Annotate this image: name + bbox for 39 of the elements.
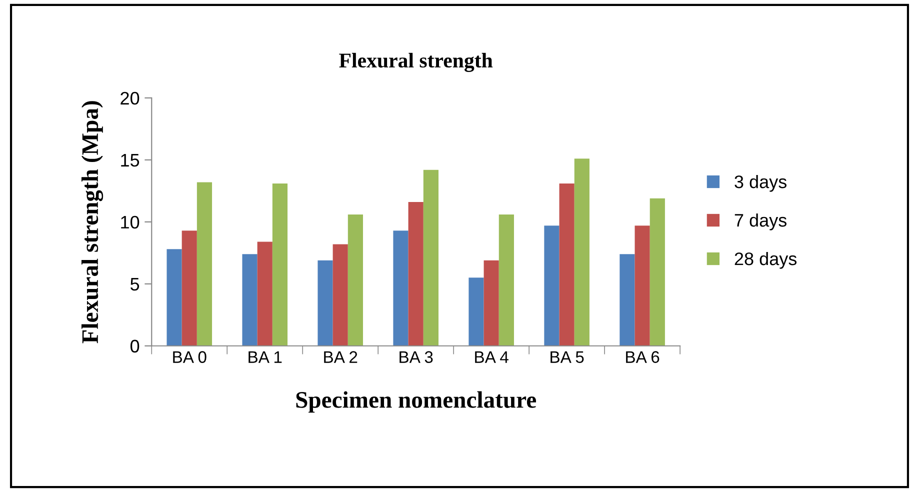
x-tick-label: BA 0 xyxy=(173,351,206,363)
bar xyxy=(634,226,650,346)
bar xyxy=(408,202,424,346)
bar xyxy=(559,183,574,346)
y-axis-title: Flexural strength (Mpa) xyxy=(81,101,104,344)
bar xyxy=(318,260,333,346)
bar xyxy=(498,214,514,346)
bar xyxy=(182,230,197,346)
bar xyxy=(393,230,408,346)
legend-label: 7 days xyxy=(734,213,787,230)
x-axis-title: Specimen nomenclature xyxy=(296,391,536,413)
bar xyxy=(574,158,590,346)
y-tick-label: 10 xyxy=(121,216,140,229)
y-tick-label: 20 xyxy=(120,92,140,105)
x-tick-label: BA 6 xyxy=(626,351,660,363)
bar xyxy=(544,226,560,346)
bar xyxy=(620,254,635,346)
bar xyxy=(166,249,182,346)
y-tick-label: 5 xyxy=(130,278,140,291)
legend-label: 3 days xyxy=(734,174,787,192)
bar xyxy=(484,260,499,346)
bar xyxy=(650,198,665,346)
y-tick-label: 0 xyxy=(130,340,140,353)
bar xyxy=(423,170,438,346)
x-tick-label: BA 1 xyxy=(248,351,282,363)
y-tick-label: 15 xyxy=(121,154,140,167)
bar xyxy=(196,182,212,346)
bar xyxy=(242,254,258,346)
x-tick-label: BA 4 xyxy=(475,351,508,363)
x-tick-label: BA 2 xyxy=(324,351,358,363)
x-tick-label: BA 3 xyxy=(400,351,433,363)
bar xyxy=(257,242,272,346)
bar xyxy=(468,278,484,346)
bar xyxy=(348,214,364,346)
legend-label: 28 days xyxy=(734,252,797,269)
chart-title: Flexural strength xyxy=(339,52,493,72)
bar xyxy=(272,183,288,346)
x-tick-label: BA 5 xyxy=(550,351,584,363)
bar xyxy=(332,244,348,346)
